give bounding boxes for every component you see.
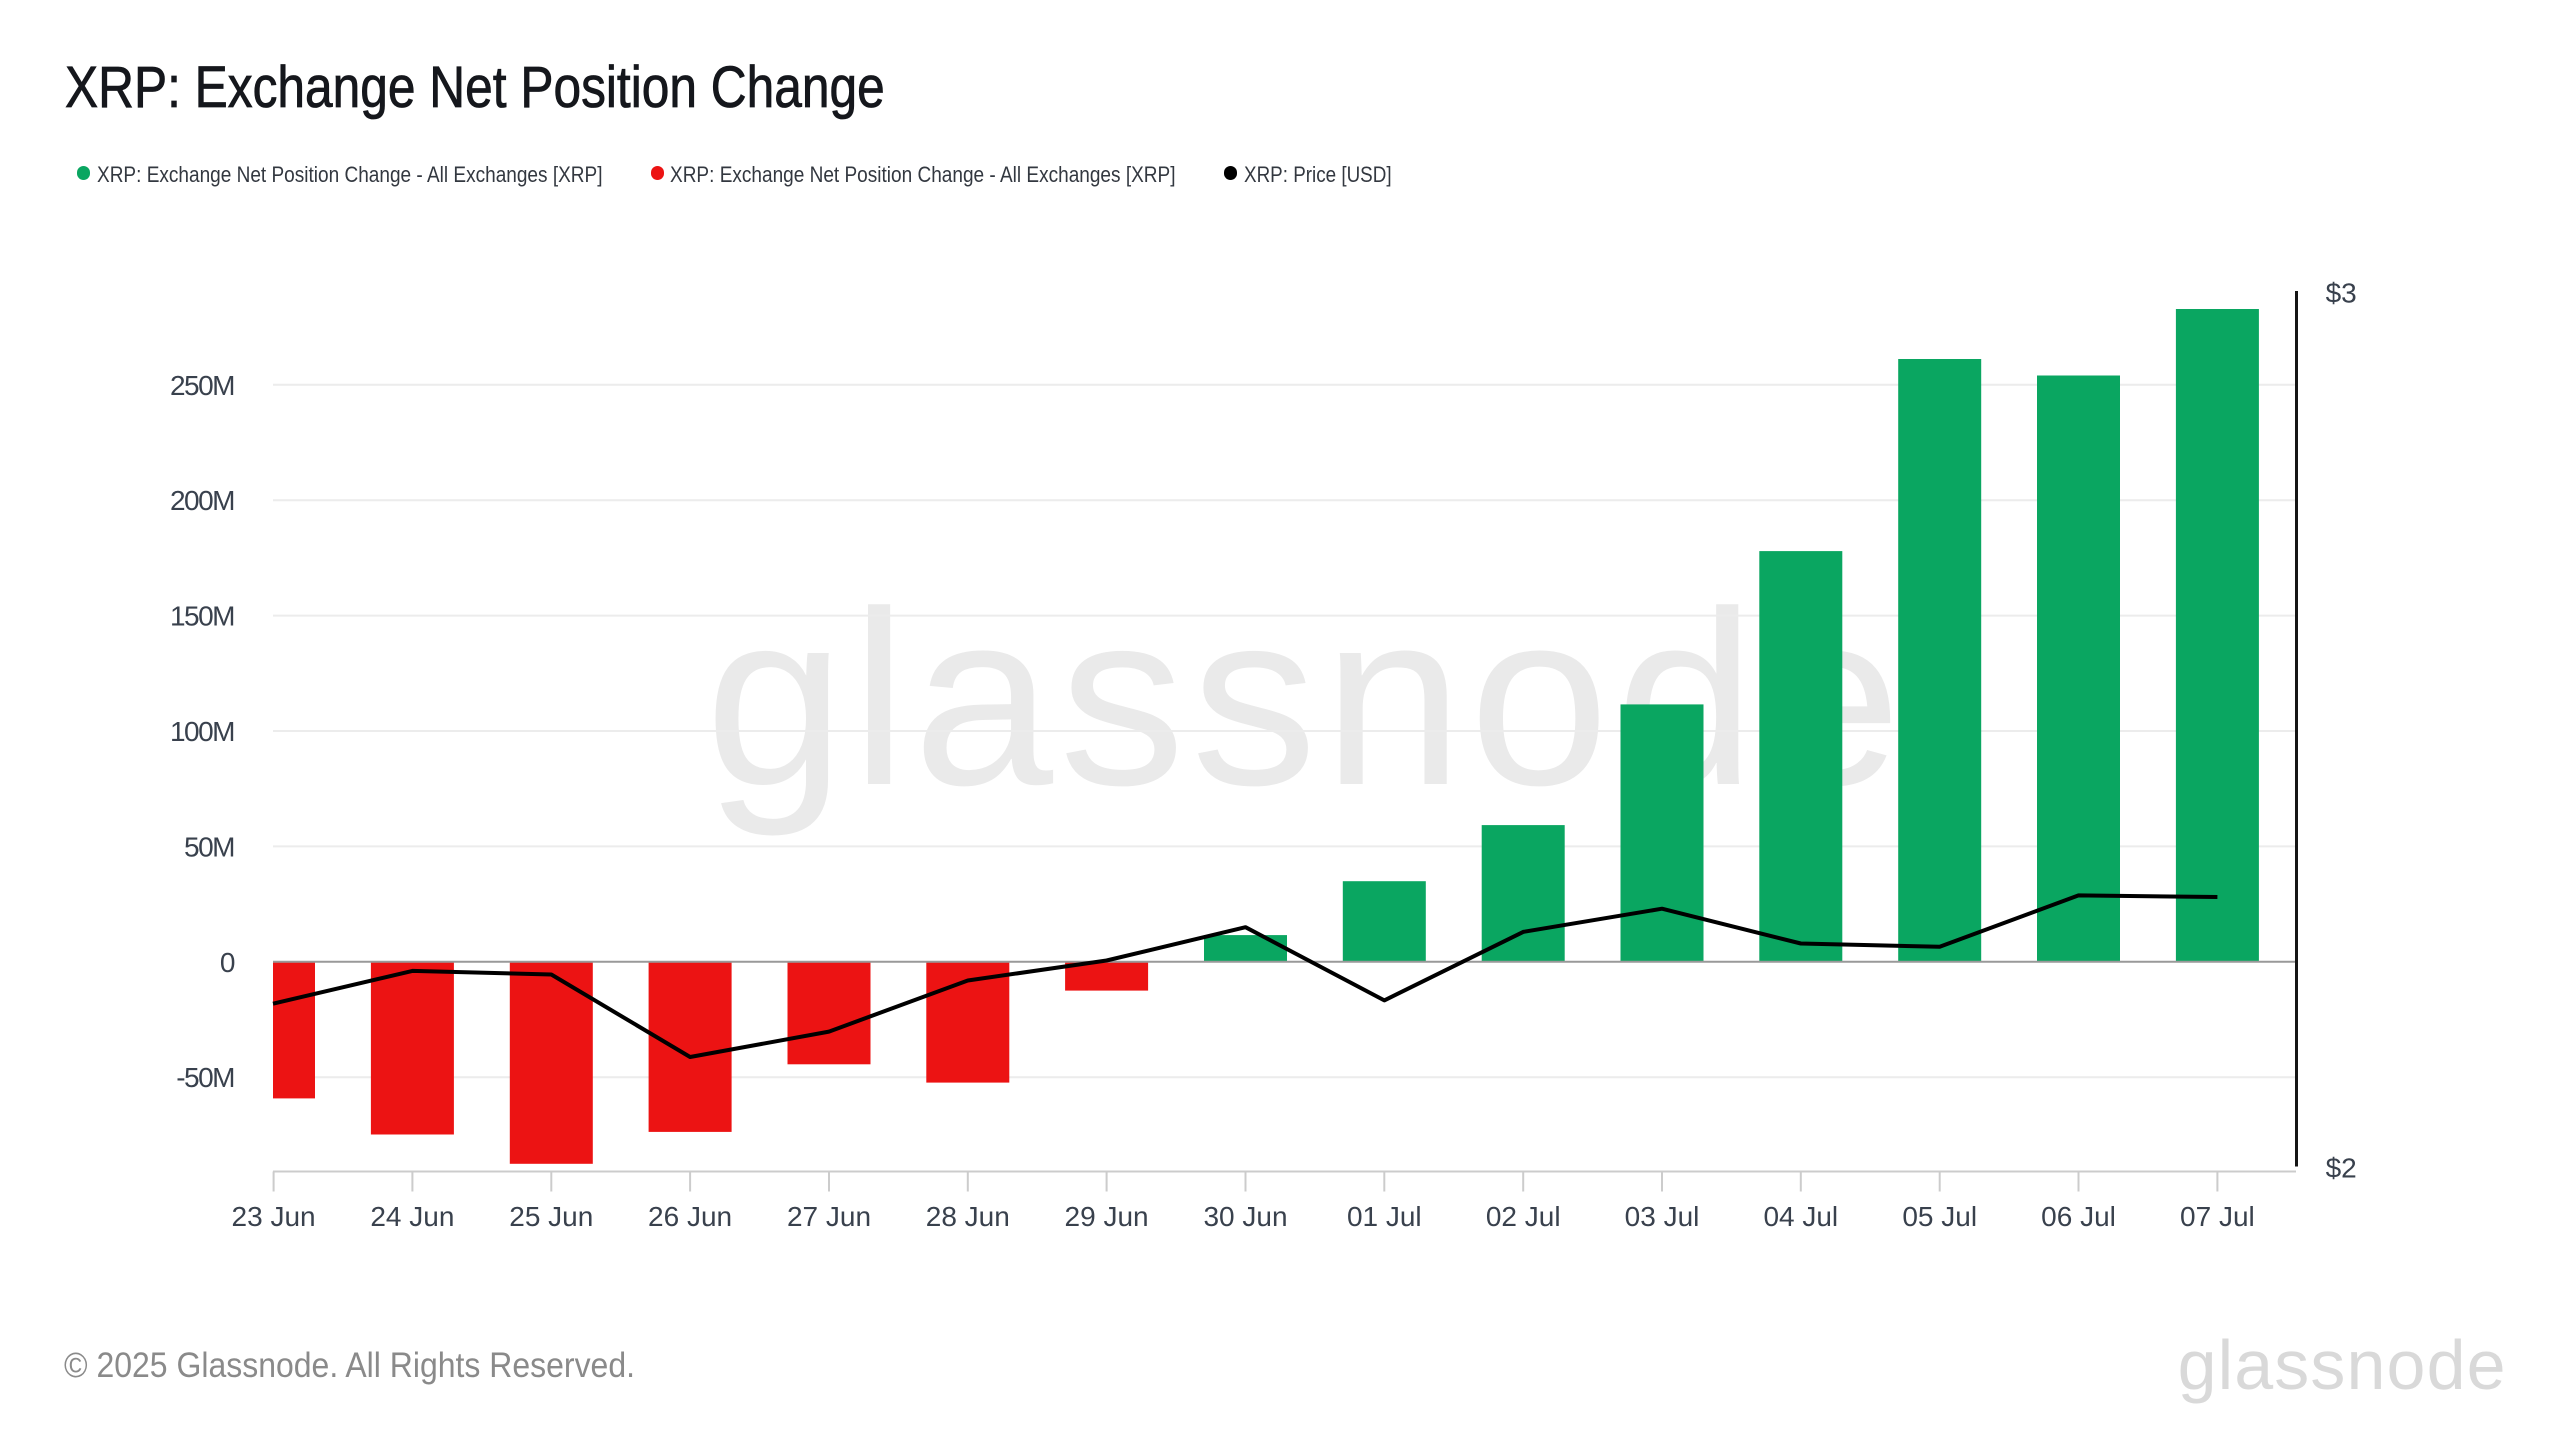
svg-text:24 Jun: 24 Jun bbox=[370, 1201, 454, 1232]
svg-text:50M: 50M bbox=[184, 831, 234, 862]
svg-text:05 Jul: 05 Jul bbox=[1902, 1201, 1977, 1232]
svg-text:23 Jun: 23 Jun bbox=[232, 1201, 316, 1232]
svg-text:07 Jul: 07 Jul bbox=[2180, 1201, 2255, 1232]
svg-text:01 Jul: 01 Jul bbox=[1347, 1201, 1422, 1232]
svg-text:29 Jun: 29 Jun bbox=[1065, 1201, 1149, 1232]
svg-text:100M: 100M bbox=[170, 716, 234, 747]
svg-text:-50M: -50M bbox=[176, 1062, 234, 1093]
svg-text:30 Jun: 30 Jun bbox=[1203, 1201, 1287, 1232]
svg-text:28 Jun: 28 Jun bbox=[926, 1201, 1010, 1232]
svg-text:$2: $2 bbox=[2326, 1153, 2357, 1184]
svg-text:27 Jun: 27 Jun bbox=[787, 1201, 871, 1232]
svg-text:250M: 250M bbox=[170, 370, 234, 401]
svg-text:03 Jul: 03 Jul bbox=[1625, 1201, 1700, 1232]
svg-text:25 Jun: 25 Jun bbox=[509, 1201, 593, 1232]
svg-text:$3: $3 bbox=[2326, 278, 2357, 309]
svg-text:06 Jul: 06 Jul bbox=[2041, 1201, 2116, 1232]
svg-text:02 Jul: 02 Jul bbox=[1486, 1201, 1561, 1232]
svg-text:0: 0 bbox=[220, 947, 235, 978]
svg-text:150M: 150M bbox=[170, 601, 234, 632]
svg-text:26 Jun: 26 Jun bbox=[648, 1201, 732, 1232]
svg-text:04 Jul: 04 Jul bbox=[1763, 1201, 1838, 1232]
svg-text:200M: 200M bbox=[170, 485, 234, 516]
